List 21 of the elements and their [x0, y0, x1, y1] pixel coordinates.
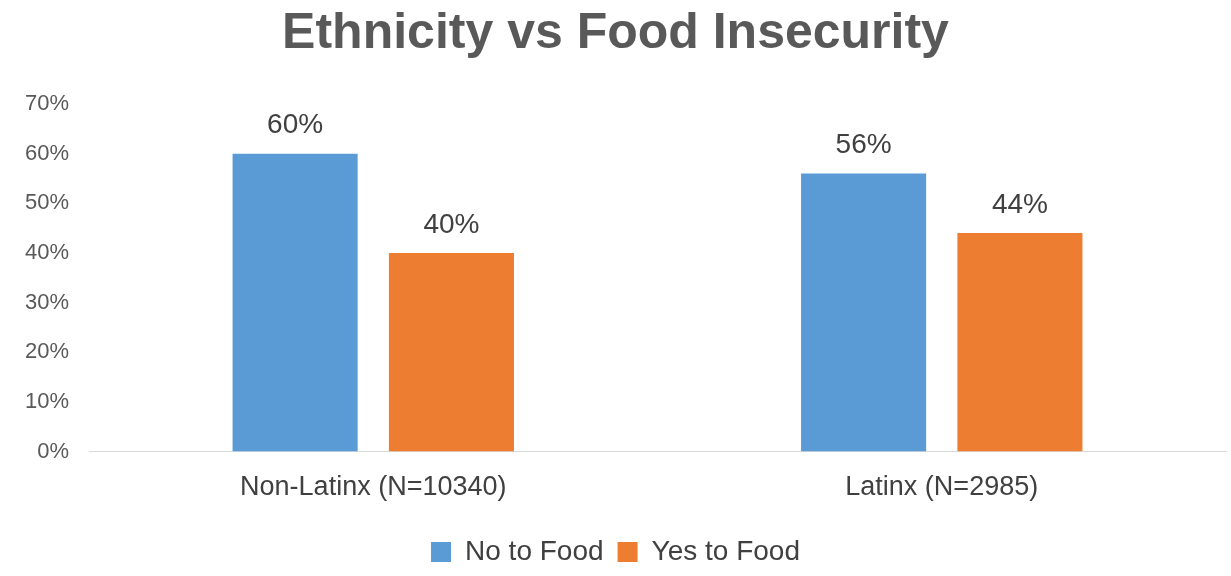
y-tick-label: 20%	[24, 338, 70, 364]
bar	[388, 252, 514, 452]
data-label: 40%	[423, 207, 480, 239]
data-label: 60%	[267, 108, 324, 140]
x-tick-label: Non-Latinx (N=10340)	[240, 471, 507, 502]
data-label: 44%	[991, 187, 1048, 219]
y-tick-label: 0%	[37, 437, 70, 463]
legend-label: Yes to Food	[651, 534, 800, 566]
y-tick-label: 30%	[24, 288, 70, 314]
x-tick-label: Latinx (N=2985)	[845, 471, 1039, 502]
chart-title: Ethnicity vs Food Insecurity	[282, 2, 950, 59]
legend-label: No to Food	[465, 534, 604, 566]
bar	[957, 233, 1083, 452]
y-tick-label: 50%	[24, 189, 70, 215]
bar	[232, 153, 358, 452]
y-tick-label: 40%	[24, 239, 70, 265]
y-tick-label: 60%	[24, 139, 70, 165]
bar	[801, 173, 927, 452]
y-tick-label: 70%	[24, 90, 70, 116]
y-tick-label: 10%	[24, 388, 70, 414]
data-label: 56%	[835, 128, 892, 160]
